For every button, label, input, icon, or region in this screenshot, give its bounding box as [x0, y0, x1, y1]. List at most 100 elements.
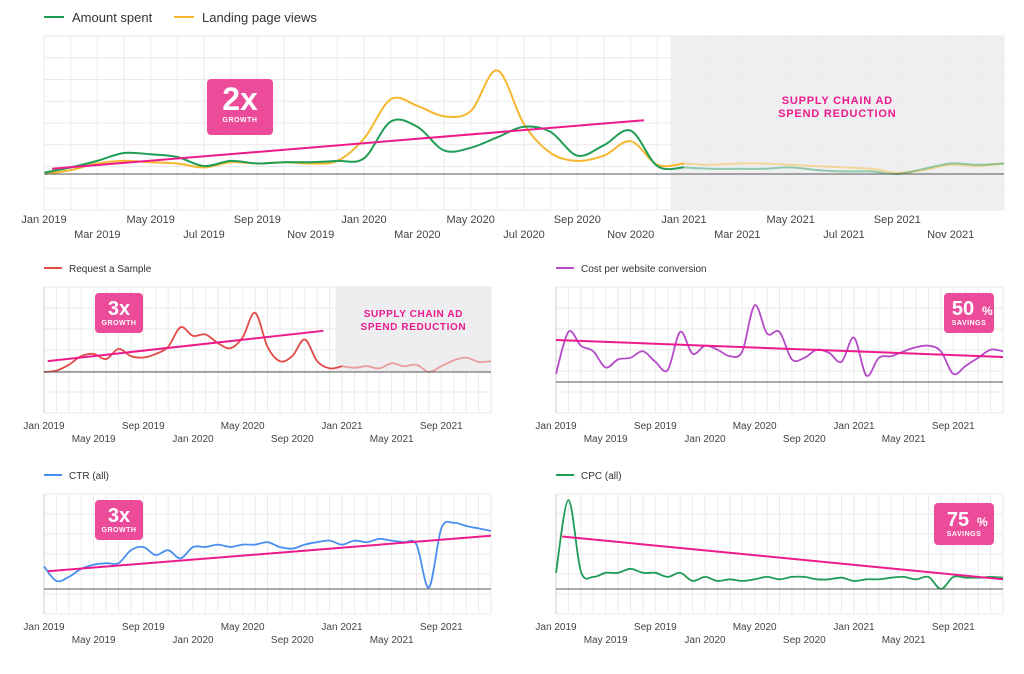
x-tick-label: Jan 2019: [23, 421, 65, 432]
badge-background: [944, 293, 994, 333]
trend-line: [47, 534, 492, 573]
main-annotation-line-1: SUPPLY CHAIN AD: [782, 95, 893, 107]
main-legend[interactable]: Amount spent Landing page views: [44, 10, 317, 25]
x-tick-label: May 2021: [882, 434, 926, 445]
request-sample-chart: Request a Sample SUPPLY CHAIN AD SPEND RED…: [23, 264, 492, 445]
x-tick-label: Sep 2020: [271, 635, 314, 646]
x-tick-label: Sep 2020: [271, 434, 314, 445]
series-line: [43, 520, 492, 589]
x-tick-label: Sep 2019: [634, 421, 677, 432]
badge-background: [95, 293, 143, 333]
badge-label: SAVINGS: [947, 531, 982, 538]
x-tick-label: May 2019: [584, 635, 628, 646]
badge-label: GROWTH: [102, 527, 137, 534]
x-tick-label: Jan 2019: [535, 421, 577, 432]
trend-line: [555, 339, 1004, 358]
x-tick-label: Nov 2020: [607, 229, 654, 241]
x-tick-label: Nov 2019: [287, 229, 334, 241]
x-tick-label: Sep 2019: [122, 421, 165, 432]
x-tick-label: May 2020: [221, 421, 265, 432]
series-line-faded-amount-spent: [683, 162, 1005, 176]
main-x-tick-labels: Jan 2019 Mar 2019 May 2019 Jul 2019 Sep 2019…: [21, 214, 974, 241]
x-tick-label: Jan 2020: [172, 635, 214, 646]
x-tick-label: Sep 2019: [634, 622, 677, 633]
x-tick-label: Jan 2020: [172, 434, 214, 445]
x-tick-label: May 2019: [72, 635, 116, 646]
trend-line: [562, 535, 1004, 581]
main-trend-line: [51, 119, 645, 170]
x-tick-label: Mar 2019: [74, 229, 120, 241]
x-tick-label: Sep 2019: [234, 214, 281, 226]
badge-unit: %: [982, 304, 993, 318]
trend-line: [47, 329, 324, 363]
gridlines: [555, 286, 1004, 414]
x-tick-label: May 2020: [733, 622, 777, 633]
x-tick-label: Sep 2020: [783, 635, 826, 646]
x-tick-label: May 2019: [584, 434, 628, 445]
legend-label: CPC (all): [581, 471, 622, 482]
badge-unit: %: [977, 515, 988, 529]
badge: 75 % SAVINGS: [934, 503, 994, 545]
main-annotation-line-2: SPEND REDUCTION: [778, 108, 896, 120]
x-tick-label: Jul 2021: [823, 229, 865, 241]
x-tick-label: Mar 2021: [714, 229, 760, 241]
main-chart: Amount spent Landing page views SUPPLY C…: [21, 10, 1005, 241]
legend-label: Request a Sample: [69, 264, 152, 275]
x-tick-label: Mar 2020: [394, 229, 440, 241]
x-tick-label: Nov 2021: [927, 229, 974, 241]
badge-label: GROWTH: [102, 320, 137, 327]
gridlines: [43, 493, 492, 615]
x-tick-label: Sep 2021: [932, 421, 975, 432]
x-tick-label: May 2020: [733, 421, 777, 432]
cost-per-conversion-chart: Cost per website conversion 50 % SAVINGS Jan…: [535, 264, 1004, 445]
x-tick-label: Jul 2019: [183, 229, 225, 241]
x-tick-label: Sep 2021: [874, 214, 921, 226]
x-tick-label: Sep 2021: [420, 421, 463, 432]
x-tick-label: Jan 2019: [23, 622, 65, 633]
badge-value: 50: [952, 298, 974, 320]
legend-label-amount-spent: Amount spent: [72, 10, 153, 25]
badge-value: 2x: [222, 81, 258, 117]
series-line-amount-spent: [43, 118, 685, 174]
x-tick-label: Sep 2021: [420, 622, 463, 633]
x-tick-label: May 2021: [882, 635, 926, 646]
cpc-chart: CPC (all) 75 % SAVINGS Jan 2019 May 2019 Sep 2…: [535, 471, 1004, 646]
x-tick-label: Jan 2020: [341, 214, 386, 226]
x-tick-label: Sep 2020: [783, 434, 826, 445]
x-tick-label: May 2019: [127, 214, 175, 226]
badge-value: 75: [947, 509, 969, 531]
series-line-faded-landing-page-views: [683, 162, 1005, 174]
badge-background: [934, 503, 994, 545]
series-line: [43, 311, 343, 373]
x-tick-label: Jan 2019: [21, 214, 66, 226]
series-line: [555, 499, 1004, 590]
legend-label: CTR (all): [69, 471, 109, 482]
badge: 50 % SAVINGS: [944, 293, 994, 333]
x-tick-label: Jan 2021: [321, 421, 363, 432]
x-tick-label: May 2021: [767, 214, 815, 226]
badge-value: 3x: [108, 505, 130, 527]
series-line-faded: [341, 356, 492, 373]
x-tick-label: May 2021: [370, 635, 414, 646]
badge-label: SAVINGS: [952, 320, 987, 327]
badge-background: [95, 500, 143, 540]
x-tick-label: Jan 2021: [833, 622, 875, 633]
badge-background: [207, 79, 273, 135]
main-series-group: [43, 69, 1005, 176]
x-tick-label: May 2020: [447, 214, 495, 226]
badge-value: 3x: [108, 298, 130, 320]
main-shaded-region: [670, 36, 1004, 210]
x-tick-label: Jan 2020: [684, 434, 726, 445]
annotation-line-2: SPEND REDUCTION: [361, 322, 467, 333]
x-tick-label: Jan 2021: [661, 214, 706, 226]
series-line: [555, 304, 1004, 377]
series-line-landing-page-views: [43, 69, 685, 175]
x-tick-label: May 2021: [370, 434, 414, 445]
x-tick-label: Sep 2020: [554, 214, 601, 226]
x-tick-label: Jul 2020: [503, 229, 545, 241]
